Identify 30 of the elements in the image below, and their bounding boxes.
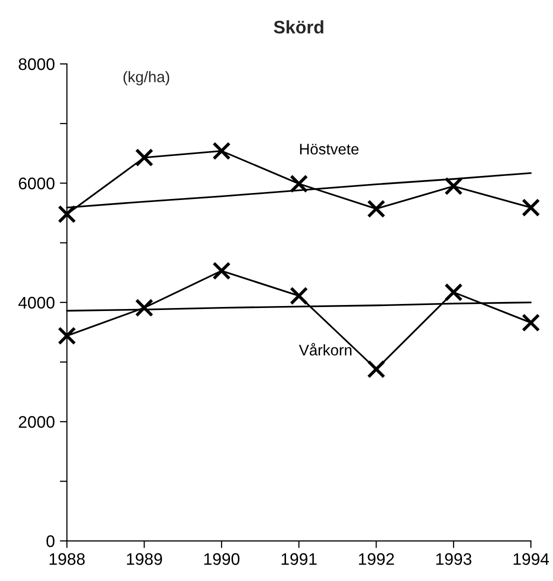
y-tick-label: 4000 xyxy=(18,296,54,309)
point xyxy=(367,200,386,218)
series-label: Höstvete xyxy=(300,144,359,155)
x-tick-label: 1991 xyxy=(282,553,317,565)
x-tick-label: 1994 xyxy=(514,553,549,565)
x-tick-label: 1992 xyxy=(358,553,394,565)
y-tick-label: 6000 xyxy=(18,178,54,190)
x-tick-label: 1990 xyxy=(204,553,240,565)
point xyxy=(522,314,540,332)
point xyxy=(444,283,463,302)
point xyxy=(58,204,76,224)
x-tick-label: 1993 xyxy=(436,553,472,565)
series-label: Vårkorn xyxy=(298,343,352,356)
point xyxy=(212,142,231,160)
point xyxy=(367,360,386,378)
point xyxy=(290,174,308,193)
y-tick-label: 0 xyxy=(46,535,54,548)
point xyxy=(444,176,463,196)
point xyxy=(212,262,231,280)
y-tick-label: 2000 xyxy=(18,416,54,428)
point xyxy=(290,286,308,306)
x-tick-label: 1988 xyxy=(50,553,85,565)
point xyxy=(522,198,540,217)
point xyxy=(58,326,76,345)
point xyxy=(135,298,154,317)
x-tick-label: 1989 xyxy=(126,553,162,565)
y-tick-label: 8000 xyxy=(18,58,54,70)
y-axis-title: (kg/ha) xyxy=(124,71,170,86)
chart-title: Skörd xyxy=(274,20,324,34)
point xyxy=(135,148,154,167)
